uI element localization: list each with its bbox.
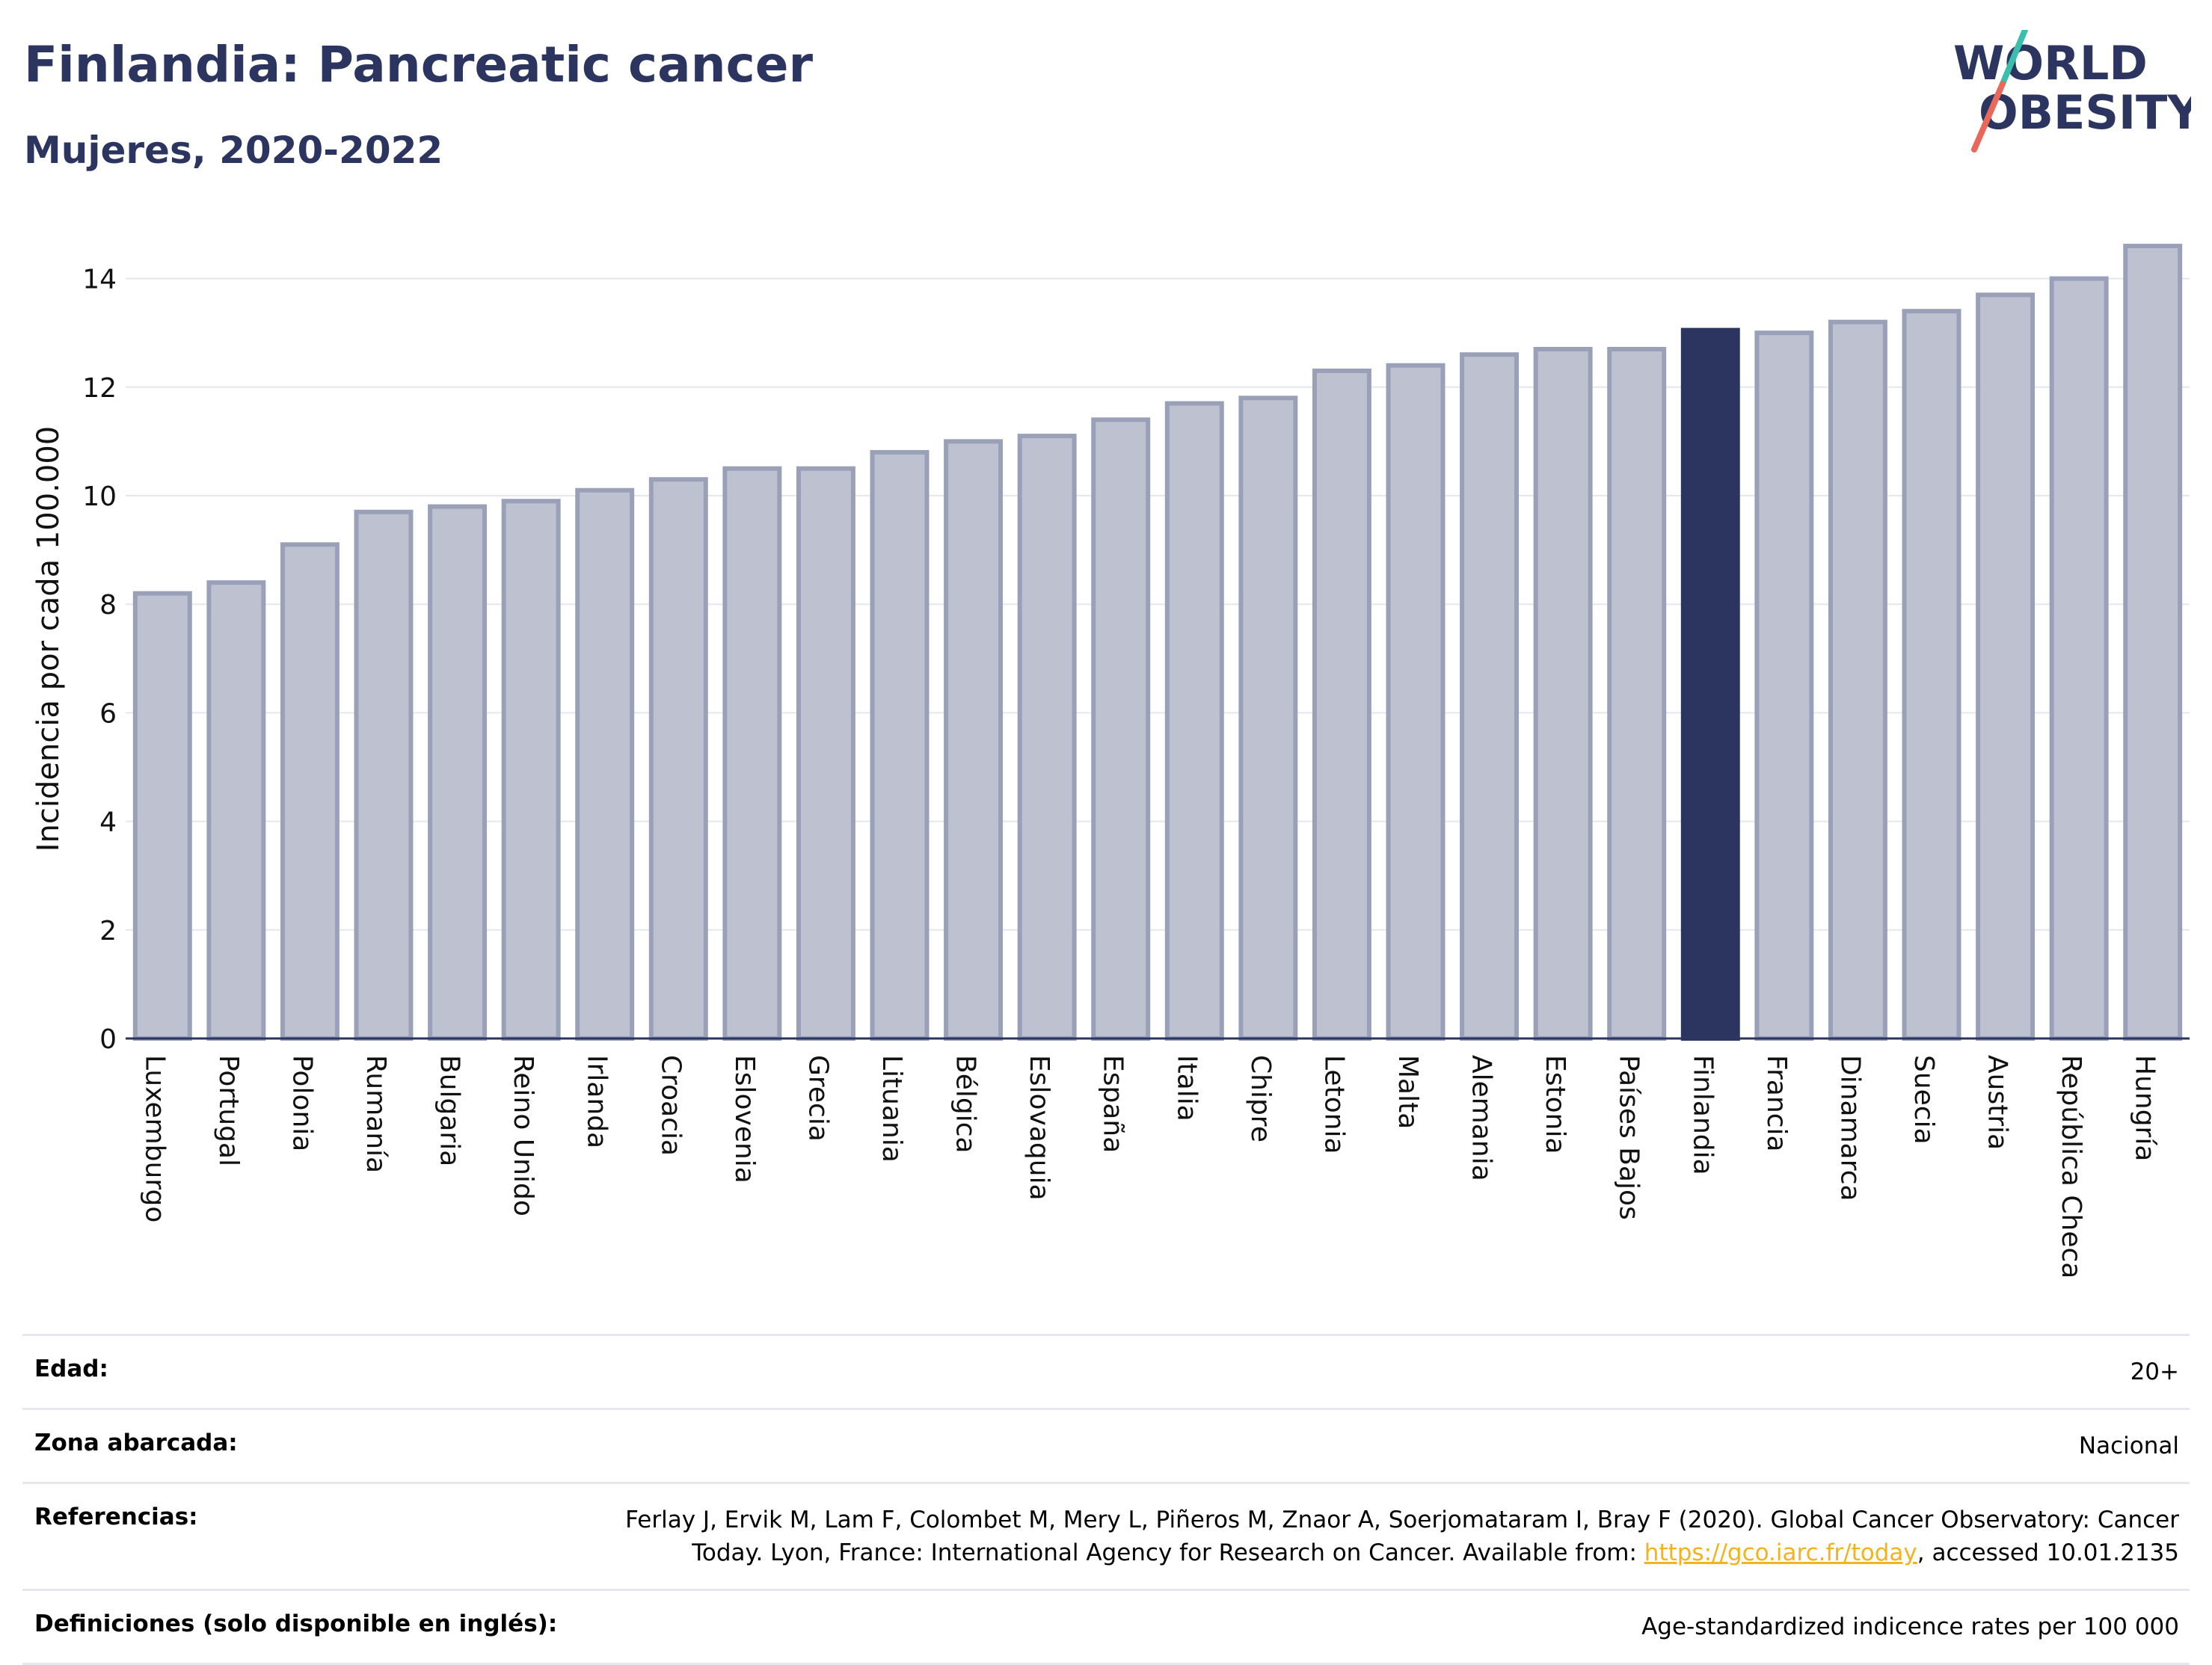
x-tick-label: Croacia: [655, 1055, 686, 1156]
x-tick-label: Francia: [1761, 1055, 1792, 1152]
meta-row-definitions: Definiciones (solo disponible en inglés)…: [22, 1589, 2190, 1665]
bar-francia: [1754, 330, 1814, 1041]
logo-text-world: WORLD: [1953, 36, 2148, 90]
y-tick-label: 2: [99, 916, 117, 947]
page-title: Finlandia: Pancreatic cancer: [24, 36, 814, 93]
bar-estonia: [1533, 346, 1593, 1041]
x-tick-label: Reino Unido: [508, 1055, 538, 1216]
x-tick-label: Rumanía: [360, 1055, 391, 1173]
world-obesity-logo: WORLD OBESITY: [1953, 30, 2191, 153]
bar-eslovaquia: [1017, 434, 1077, 1041]
meta-row-area: Zona abarcada: Nacional: [22, 1408, 2190, 1482]
bar-italia: [1164, 401, 1224, 1041]
x-tick-label: Estonia: [1540, 1055, 1570, 1154]
bar-suecia: [1902, 309, 1961, 1041]
meta-value: Nacional: [2078, 1432, 2179, 1459]
x-tick-label: Bulgaria: [434, 1055, 465, 1166]
bar-países-bajos: [1607, 346, 1667, 1041]
y-tick-label: 14: [82, 265, 117, 295]
page-subtitle: Mujeres, 2020-2022: [24, 129, 443, 172]
x-tick-label: Hungría: [2130, 1055, 2160, 1161]
meta-row-references: Referencias: Ferlay J, Ervik M, Lam F, C…: [22, 1482, 2190, 1589]
bar-portugal: [206, 580, 266, 1041]
logo-slash-top: [2000, 30, 2028, 87]
x-tick-label: Alemania: [1466, 1055, 1497, 1181]
x-tick-label: Chipre: [1245, 1055, 1276, 1142]
bar-eslovenia: [722, 466, 782, 1041]
y-tick-label: 6: [99, 698, 117, 729]
meta-label: Zona abarcada:: [34, 1429, 238, 1456]
bar-lituania: [870, 449, 930, 1041]
x-tick-label: Eslovaquia: [1024, 1055, 1054, 1201]
logo-slash-bottom: [1971, 81, 2006, 153]
x-tick-label: Malta: [1392, 1055, 1423, 1129]
x-tick-label: Bélgica: [950, 1055, 981, 1154]
bars: [132, 244, 2183, 1041]
metadata-table: Edad: 20+ Zona abarcada: Nacional Refere…: [22, 1334, 2190, 1665]
x-tick-label: Países Bajos: [1614, 1055, 1644, 1220]
bar-grecia: [796, 466, 855, 1041]
x-tick-label: Dinamarca: [1834, 1055, 1865, 1201]
bar-rumanía: [354, 509, 414, 1041]
bar-reino-unido: [501, 499, 561, 1041]
bar-malta: [1386, 363, 1446, 1041]
reference-text-end: , accessed 10.01.2135: [1917, 1539, 2179, 1566]
bar-hungría: [2123, 244, 2183, 1041]
bar-república-checa: [2049, 276, 2109, 1041]
meta-label: Referencias:: [34, 1504, 198, 1530]
x-tick-label: Italia: [1171, 1055, 1202, 1121]
y-tick-label: 8: [99, 590, 117, 621]
bar-españa: [1091, 417, 1151, 1041]
meta-value: 20+: [2130, 1358, 2179, 1385]
y-tick-label: 12: [82, 373, 117, 404]
bar-dinamarca: [1828, 319, 1887, 1041]
bar-alemania: [1460, 352, 1520, 1041]
bar-chart: 0 2 4 6 8 10 12 14 Luxemburgo Portugal Polonia Rum…: [31, 244, 2190, 1278]
x-tick-label: República Checa: [2056, 1055, 2086, 1278]
x-tick-label: Luxemburgo: [139, 1055, 170, 1222]
bar-bulgaria: [428, 504, 488, 1041]
x-tick-label: Finlandia: [1687, 1055, 1718, 1175]
meta-value: Age-standardized indicence rates per 100…: [1641, 1613, 2179, 1640]
bar-bélgica: [944, 439, 1004, 1041]
bar-chipre: [1238, 396, 1298, 1041]
y-axis-label: Incidencia por cada 100.000: [31, 426, 66, 852]
x-tick-label: Polonia: [286, 1055, 317, 1151]
x-tick-label: Suecia: [1908, 1055, 1939, 1145]
x-tick-label: Grecia: [802, 1055, 833, 1142]
y-axis-ticks: 0 2 4 6 8 10 12 14: [82, 265, 117, 1055]
x-axis-labels: Luxemburgo Portugal Polonia Rumanía Bulgaria…: [139, 1055, 2160, 1278]
x-tick-label: Portugal: [213, 1055, 244, 1166]
y-tick-label: 4: [99, 807, 117, 838]
reference-text: Ferlay J, Ervik M, Lam F, Colombet M, Me…: [625, 1506, 2179, 1566]
bar-irlanda: [575, 487, 635, 1041]
meta-value: Ferlay J, Ervik M, Lam F, Colombet M, Me…: [571, 1504, 2179, 1569]
x-tick-label: España: [1098, 1055, 1128, 1153]
meta-label: Definiciones (solo disponible en inglés)…: [34, 1610, 558, 1637]
bar-croacia: [648, 477, 708, 1041]
x-tick-label: Irlanda: [582, 1055, 612, 1148]
reference-link[interactable]: https://gco.iarc.fr/today: [1644, 1539, 1917, 1566]
x-tick-label: Lituania: [876, 1055, 907, 1163]
x-tick-label: Letonia: [1318, 1055, 1349, 1154]
logo-text-obesity: OBESITY: [1979, 85, 2191, 140]
meta-row-age: Edad: 20+: [22, 1334, 2190, 1408]
bar-finlandia: [1680, 327, 1740, 1041]
bar-polonia: [280, 542, 340, 1041]
x-tick-label: Austria: [1982, 1055, 2013, 1150]
meta-label: Edad:: [34, 1355, 108, 1382]
x-tick-label: Eslovenia: [729, 1055, 760, 1184]
bar-letonia: [1312, 369, 1371, 1041]
y-tick-label: 10: [82, 481, 117, 512]
y-tick-label: 0: [99, 1024, 117, 1055]
bar-austria: [1976, 292, 2036, 1041]
bar-luxemburgo: [132, 591, 192, 1041]
